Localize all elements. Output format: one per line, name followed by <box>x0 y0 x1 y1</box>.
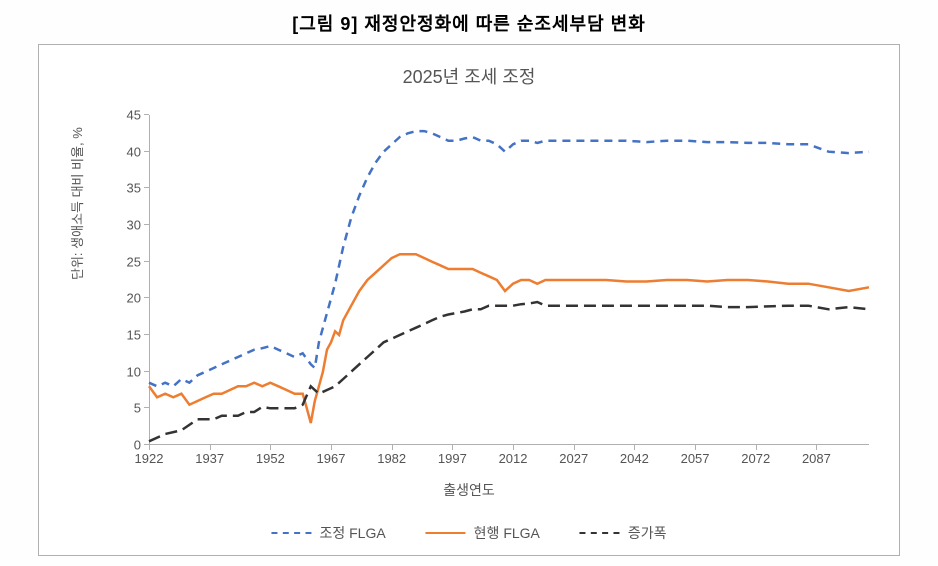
y-tick-mark <box>144 151 149 152</box>
x-tick-mark <box>331 445 332 450</box>
y-tick-mark <box>144 297 149 298</box>
x-tick: 2012 <box>499 451 528 466</box>
legend-label: 증가폭 <box>628 523 667 543</box>
x-axis-label: 출생연도 <box>443 480 495 500</box>
y-tick: 40 <box>127 144 141 159</box>
x-tick: 2057 <box>681 451 710 466</box>
y-axis-label: 단위: 생애소득 대비 비율, % <box>67 127 86 280</box>
y-tick: 15 <box>127 328 141 343</box>
x-tick: 1982 <box>377 451 406 466</box>
legend-item: 증가폭 <box>580 523 667 543</box>
x-tick-mark <box>392 445 393 450</box>
x-tick: 1967 <box>317 451 346 466</box>
legend-item: 조정 FLGA <box>271 523 385 543</box>
legend-swatch <box>271 532 311 534</box>
x-tick: 1997 <box>438 451 467 466</box>
y-tick: 25 <box>127 254 141 269</box>
x-tick-mark <box>634 445 635 450</box>
y-tick-mark <box>144 187 149 188</box>
y-tick: 5 <box>134 401 141 416</box>
series-line <box>149 302 869 441</box>
series-line <box>149 254 869 423</box>
x-tick: 2027 <box>559 451 588 466</box>
x-tick: 2072 <box>741 451 770 466</box>
x-tick-mark <box>756 445 757 450</box>
y-tick-mark <box>144 407 149 408</box>
x-tick: 2087 <box>802 451 831 466</box>
legend: 조정 FLGA 현행 FLGA 증가폭 <box>271 523 666 543</box>
series-line <box>149 131 869 386</box>
y-tick: 20 <box>127 291 141 306</box>
chart-title: 2025년 조세 조정 <box>39 63 899 89</box>
y-tick: 35 <box>127 181 141 196</box>
legend-label: 현행 FLGA <box>474 523 540 543</box>
x-tick-mark <box>270 445 271 450</box>
x-tick-mark <box>513 445 514 450</box>
legend-label: 조정 FLGA <box>319 523 385 543</box>
y-tick-mark <box>144 224 149 225</box>
y-tick-mark <box>144 114 149 115</box>
y-tick-mark <box>144 261 149 262</box>
legend-swatch <box>580 532 620 534</box>
x-tick-mark <box>452 445 453 450</box>
y-tick-mark <box>144 334 149 335</box>
x-tick-mark <box>816 445 817 450</box>
x-tick-mark <box>574 445 575 450</box>
x-tick: 1922 <box>135 451 164 466</box>
x-tick: 1952 <box>256 451 285 466</box>
x-tick: 1937 <box>195 451 224 466</box>
y-tick-mark <box>144 371 149 372</box>
figure-caption: [그림 9] 재정안정화에 따른 순조세부담 변화 <box>10 10 928 36</box>
legend-swatch <box>426 532 466 534</box>
chart-svg <box>149 115 869 445</box>
x-tick-mark <box>149 445 150 450</box>
x-tick-mark <box>695 445 696 450</box>
x-tick-mark <box>210 445 211 450</box>
y-tick: 10 <box>127 364 141 379</box>
legend-item: 현행 FLGA <box>426 523 540 543</box>
chart-container: 2025년 조세 조정 단위: 생애소득 대비 비율, % 0510152025… <box>38 44 900 556</box>
x-tick: 2042 <box>620 451 649 466</box>
y-tick: 45 <box>127 108 141 123</box>
plot-area: 0510152025303540451922193719521967198219… <box>149 115 869 445</box>
y-tick: 30 <box>127 218 141 233</box>
